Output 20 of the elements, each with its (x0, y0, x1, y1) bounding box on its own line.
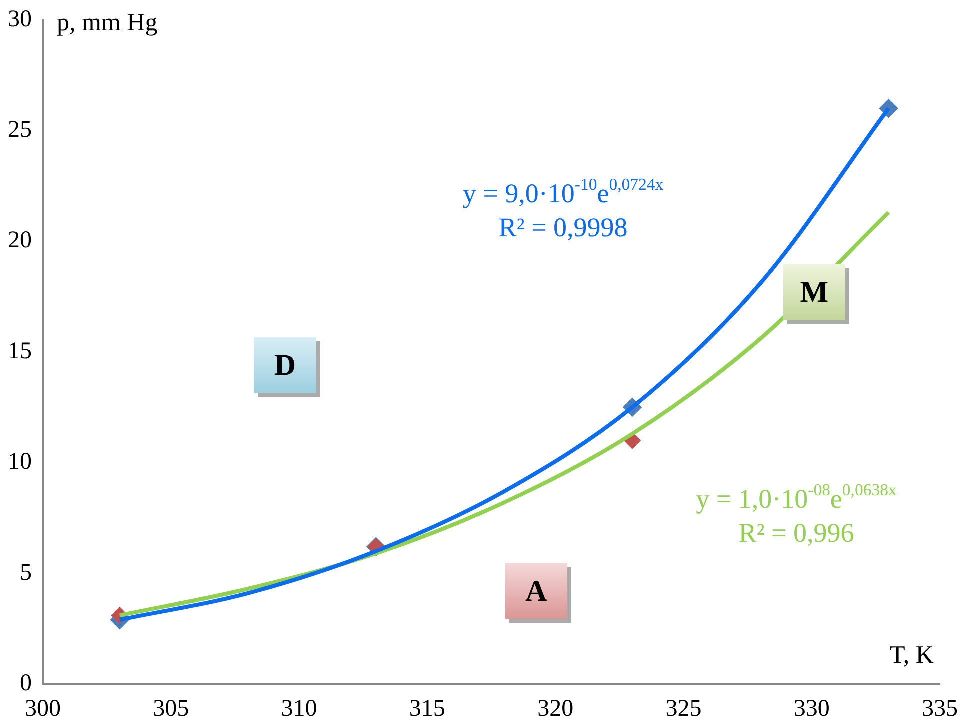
x-tick-label: 315 (409, 696, 446, 722)
y-tick-label: 25 (8, 116, 32, 143)
y-tick-label: 15 (8, 338, 32, 364)
x-tick-label: 310 (281, 696, 318, 722)
y-tick-label: 5 (20, 560, 32, 586)
y-tick-label: 20 (8, 228, 32, 254)
x-axis-title: T, K (890, 642, 934, 669)
y-tick-label: 0 (20, 670, 32, 696)
x-tick-label: 305 (153, 696, 190, 722)
annotation: M (800, 276, 829, 310)
x-tick-label: 335 (922, 696, 958, 722)
y-tick-label: 30 (8, 6, 32, 32)
x-tick-label: 320 (538, 696, 574, 722)
x-tick-label: 300 (25, 696, 61, 722)
annotation: A (526, 574, 548, 608)
x-tick-label: 325 (666, 696, 702, 722)
annotation: D (274, 349, 296, 382)
y-tick-label: 10 (8, 449, 32, 476)
x-tick-label: 330 (794, 696, 830, 722)
y-axis-title: p, mm Hg (57, 10, 158, 37)
